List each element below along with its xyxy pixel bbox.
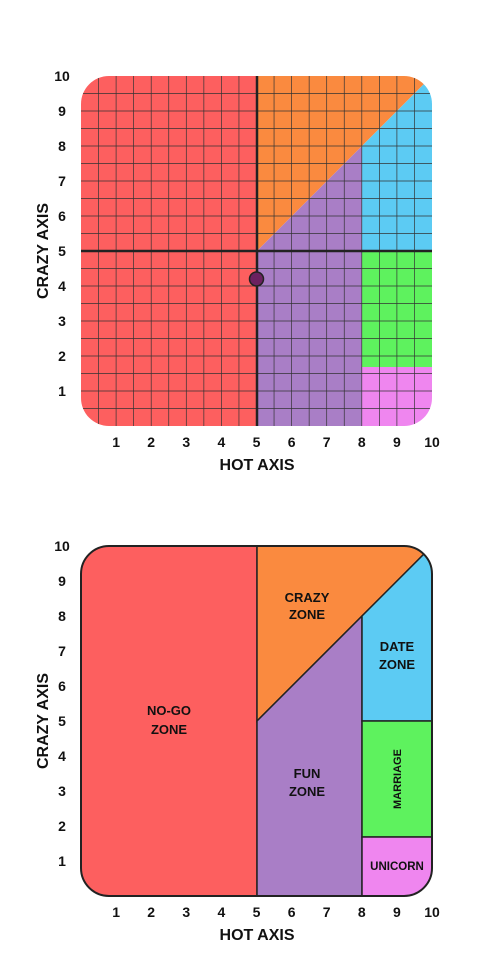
y-tick-label: 3	[58, 783, 66, 799]
x-tick-label: 6	[288, 904, 296, 920]
y-tick-label: 5	[58, 713, 66, 729]
y-tick-label: 6	[58, 678, 66, 694]
x-tick-label: 7	[323, 434, 331, 450]
y-tick-label: 1	[58, 383, 66, 399]
y-tick-label: 5	[58, 243, 66, 259]
x-tick-label: 1	[112, 434, 120, 450]
y-tick-label: 3	[58, 313, 66, 329]
crazy-zone-label-2: ZONE	[289, 607, 325, 622]
chart-frame	[80, 545, 433, 897]
x-tick-label: 5	[253, 434, 261, 450]
y-tick-label: 4	[58, 278, 66, 294]
y-tick-label: 9	[58, 573, 66, 589]
no-go-zone-label-2: ZONE	[151, 722, 187, 737]
marriage-zone-label: MARRIAGE	[392, 749, 404, 809]
fun-zone-label-2: ZONE	[289, 784, 325, 799]
unicorn-zone	[361, 836, 432, 896]
x-tick-label: 6	[288, 434, 296, 450]
zone-regions-top	[81, 76, 432, 426]
x-tick-label: 10	[424, 904, 440, 920]
unicorn-zone-label: UNICORN	[370, 861, 424, 873]
crazy-zone-label-1: CRAZY	[285, 590, 330, 605]
fun-zone	[256, 614, 363, 896]
y-axis-title-bottom: CRAZY AXIS	[35, 673, 52, 769]
y-tick-label: 2	[58, 348, 66, 364]
x-tick-label: 10	[424, 434, 440, 450]
date-zone-label-2: ZONE	[379, 657, 415, 672]
x-tick-label: 9	[393, 434, 401, 450]
x-tick-label: 5	[253, 904, 261, 920]
x-tick-label: 7	[323, 904, 331, 920]
x-tick-label: 8	[358, 434, 366, 450]
y-tick-label: 7	[58, 643, 66, 659]
zone-regions-bottom	[81, 546, 432, 896]
y-tick-label: 9	[58, 103, 66, 119]
position-marker	[248, 271, 265, 287]
x-tick-label: 8	[358, 904, 366, 920]
date-zone	[361, 546, 432, 722]
y-tick-label: 7	[58, 173, 66, 189]
date-zone-label-1: DATE	[380, 639, 415, 654]
y-tick-label: 8	[58, 608, 66, 624]
x-tick-label: 2	[147, 434, 155, 450]
y-tick-label: 8	[58, 138, 66, 154]
no-go-zone	[81, 546, 258, 896]
y-tick-label: 6	[58, 208, 66, 224]
fun-zone-label-1: FUN	[294, 766, 321, 781]
axis-ticks-top: 1 2 3 4 5 6 7 8 9 10 1 2 3 4 5 6 7 8 9 10	[54, 68, 440, 450]
axis-ticks-bottom: 1 2 3 4 5 6 7 8 9 10 1 2 3 4 5 6 7 8 9 10	[54, 538, 440, 920]
no-go-zone-label-1: NO-GO	[147, 703, 191, 718]
y-tick-label: 2	[58, 818, 66, 834]
y-tick-label: 4	[58, 748, 66, 764]
x-axis-title: HOT AXIS	[220, 457, 295, 474]
x-tick-label: 3	[182, 904, 190, 920]
x-tick-label: 4	[218, 904, 226, 920]
y-axis-title: CRAZY AXIS	[35, 203, 52, 299]
x-tick-label: 4	[218, 434, 226, 450]
y-tick-label: 10	[54, 68, 70, 84]
x-tick-label: 2	[147, 904, 155, 920]
x-tick-label: 1	[112, 904, 120, 920]
x-tick-label: 9	[393, 904, 401, 920]
marriage-zone	[361, 720, 432, 838]
x-axis-title-bottom: HOT AXIS	[220, 927, 295, 944]
y-tick-label: 1	[58, 853, 66, 869]
x-tick-label: 3	[182, 434, 190, 450]
y-tick-label: 10	[54, 538, 70, 554]
hot-crazy-grid-chart: 1 2 3 4 5 6 7 8 9 10 1 2 3 4 5 6 7 8 9 10 HOT AXIS CRAZY AX…	[35, 68, 440, 474]
hot-crazy-zone-chart: NO-GO ZONE CRAZY ZONE FUN ZONE DATE ZONE…	[35, 538, 440, 944]
